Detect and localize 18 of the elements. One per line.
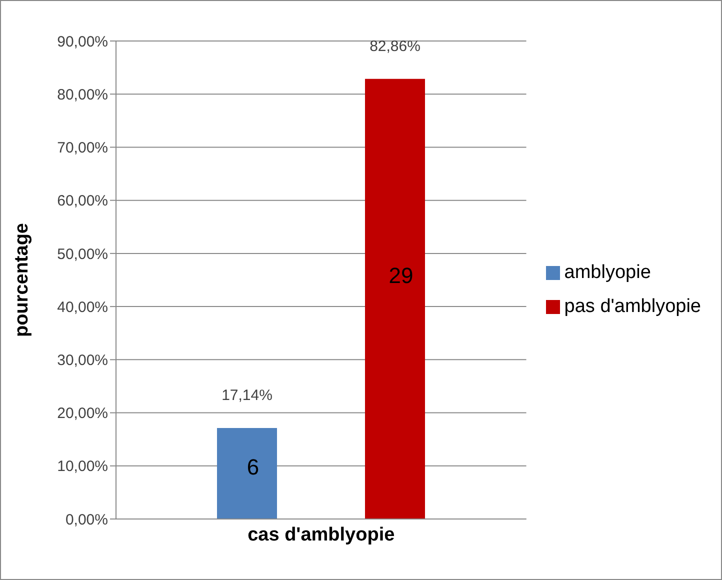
y-axis-title: pourcentage [12, 222, 33, 338]
legend-label: pas d'amblyopie [564, 296, 701, 317]
y-tick-label: 90,00% [57, 33, 108, 50]
y-tick-label: 40,00% [57, 298, 108, 316]
y-tick-label: 50,00% [57, 246, 108, 263]
y-tick-label: 80,00% [57, 86, 108, 104]
y-tick-label: 30,00% [57, 352, 108, 369]
annotation: 6 [246, 454, 260, 480]
y-tick-label: 0,00% [65, 511, 108, 528]
data-label: 17,14% [222, 386, 272, 404]
y-tick-label: 60,00% [57, 192, 108, 210]
annotation: 29 [388, 262, 414, 288]
y-tick-label: 10,00% [57, 458, 108, 476]
y-tick-label: 70,00% [57, 140, 108, 157]
legend-label: amblyopie [564, 262, 651, 283]
y-tick-label: 20,00% [57, 405, 108, 422]
data-label: 82,86% [370, 38, 420, 55]
x-tick-label: cas d'amblyopie [248, 524, 395, 546]
